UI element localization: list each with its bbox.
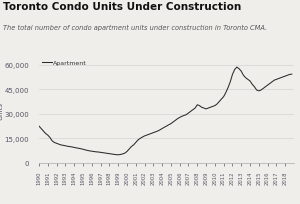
- Legend: Apartment: Apartment: [40, 58, 90, 68]
- Apartment: [125, 151, 129, 153]
- Apartment: [193, 107, 197, 110]
- Y-axis label: Units: Units: [0, 101, 3, 119]
- Text: The total number of condo apartment units under construction in Toronto CMA.: The total number of condo apartment unit…: [3, 24, 267, 31]
- Apartment: [209, 106, 212, 109]
- Apartment: [246, 79, 250, 81]
- Line: Apartment: Apartment: [39, 68, 292, 155]
- Text: Toronto Condo Units Under Construction: Toronto Condo Units Under Construction: [3, 2, 241, 12]
- Apartment: [37, 125, 41, 128]
- Apartment: [235, 67, 238, 69]
- Apartment: [116, 154, 120, 156]
- Apartment: [290, 73, 294, 76]
- Apartment: [253, 86, 256, 89]
- Apartment: [274, 79, 278, 81]
